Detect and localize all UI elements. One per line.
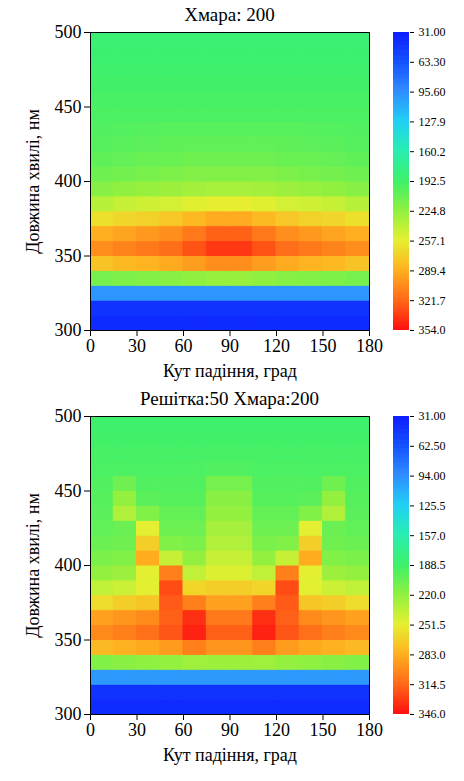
svg-text:95.60: 95.60 (419, 85, 446, 99)
svg-text:90: 90 (221, 336, 239, 356)
svg-text:400: 400 (55, 171, 82, 191)
svg-text:188.5: 188.5 (419, 558, 446, 572)
svg-text:450: 450 (55, 481, 82, 501)
svg-text:120: 120 (263, 336, 290, 356)
svg-text:180: 180 (356, 720, 383, 740)
svg-text:60: 60 (175, 336, 193, 356)
svg-text:500: 500 (55, 22, 82, 42)
svg-text:350: 350 (55, 246, 82, 266)
svg-text:160.2: 160.2 (419, 145, 446, 159)
html-text:Хмара: 200: Хмара: 200 (184, 4, 275, 25)
svg-text:Довжина хвилі, нм: Довжина хвилі, нм (23, 493, 43, 638)
svg-text:63.30: 63.30 (419, 55, 446, 69)
svg-text:192.5: 192.5 (419, 174, 446, 188)
svg-text:283.0: 283.0 (419, 648, 446, 662)
svg-text:314.5: 314.5 (419, 678, 446, 692)
svg-text:180: 180 (356, 336, 383, 356)
svg-text:Довжина хвилі, нм: Довжина хвилі, нм (23, 109, 43, 254)
svg-text:257.1: 257.1 (419, 234, 446, 248)
svg-text:150: 150 (310, 720, 337, 740)
svg-text:157.0: 157.0 (419, 529, 446, 543)
svg-text:150: 150 (310, 336, 337, 356)
svg-text:60: 60 (175, 720, 193, 740)
svg-text:0: 0 (86, 336, 95, 356)
svg-text:Кут падіння, град: Кут падіння, град (163, 745, 297, 765)
svg-text:62.50: 62.50 (419, 439, 446, 453)
svg-text:Кут падіння, град: Кут падіння, град (163, 361, 297, 381)
svg-text:30: 30 (128, 720, 146, 740)
svg-text:450: 450 (55, 97, 82, 117)
svg-text:300: 300 (55, 704, 82, 724)
svg-text:90: 90 (221, 720, 239, 740)
svg-text:400: 400 (55, 555, 82, 575)
html-text:Решітка:50 Хмара:200: Решітка:50 Хмара:200 (139, 388, 320, 409)
svg-text:94.00: 94.00 (419, 469, 446, 483)
svg-text:346.0: 346.0 (419, 707, 446, 721)
svg-text:31.00: 31.00 (419, 410, 446, 423)
svg-text:251.5: 251.5 (419, 618, 446, 632)
svg-text:30: 30 (128, 336, 146, 356)
svg-text:125.5: 125.5 (419, 499, 446, 513)
svg-text:127.9: 127.9 (419, 115, 446, 129)
svg-text:321.7: 321.7 (419, 294, 446, 308)
svg-text:224.8: 224.8 (419, 204, 446, 218)
svg-text:289.4: 289.4 (419, 264, 446, 278)
svg-text:220.0: 220.0 (419, 588, 446, 602)
svg-text:120: 120 (263, 720, 290, 740)
svg-text:354.0: 354.0 (419, 323, 446, 337)
svg-text:0: 0 (86, 720, 95, 740)
svg-text:31.00: 31.00 (419, 26, 446, 39)
svg-text:300: 300 (55, 320, 82, 340)
svg-text:500: 500 (55, 406, 82, 426)
svg-text:350: 350 (55, 630, 82, 650)
